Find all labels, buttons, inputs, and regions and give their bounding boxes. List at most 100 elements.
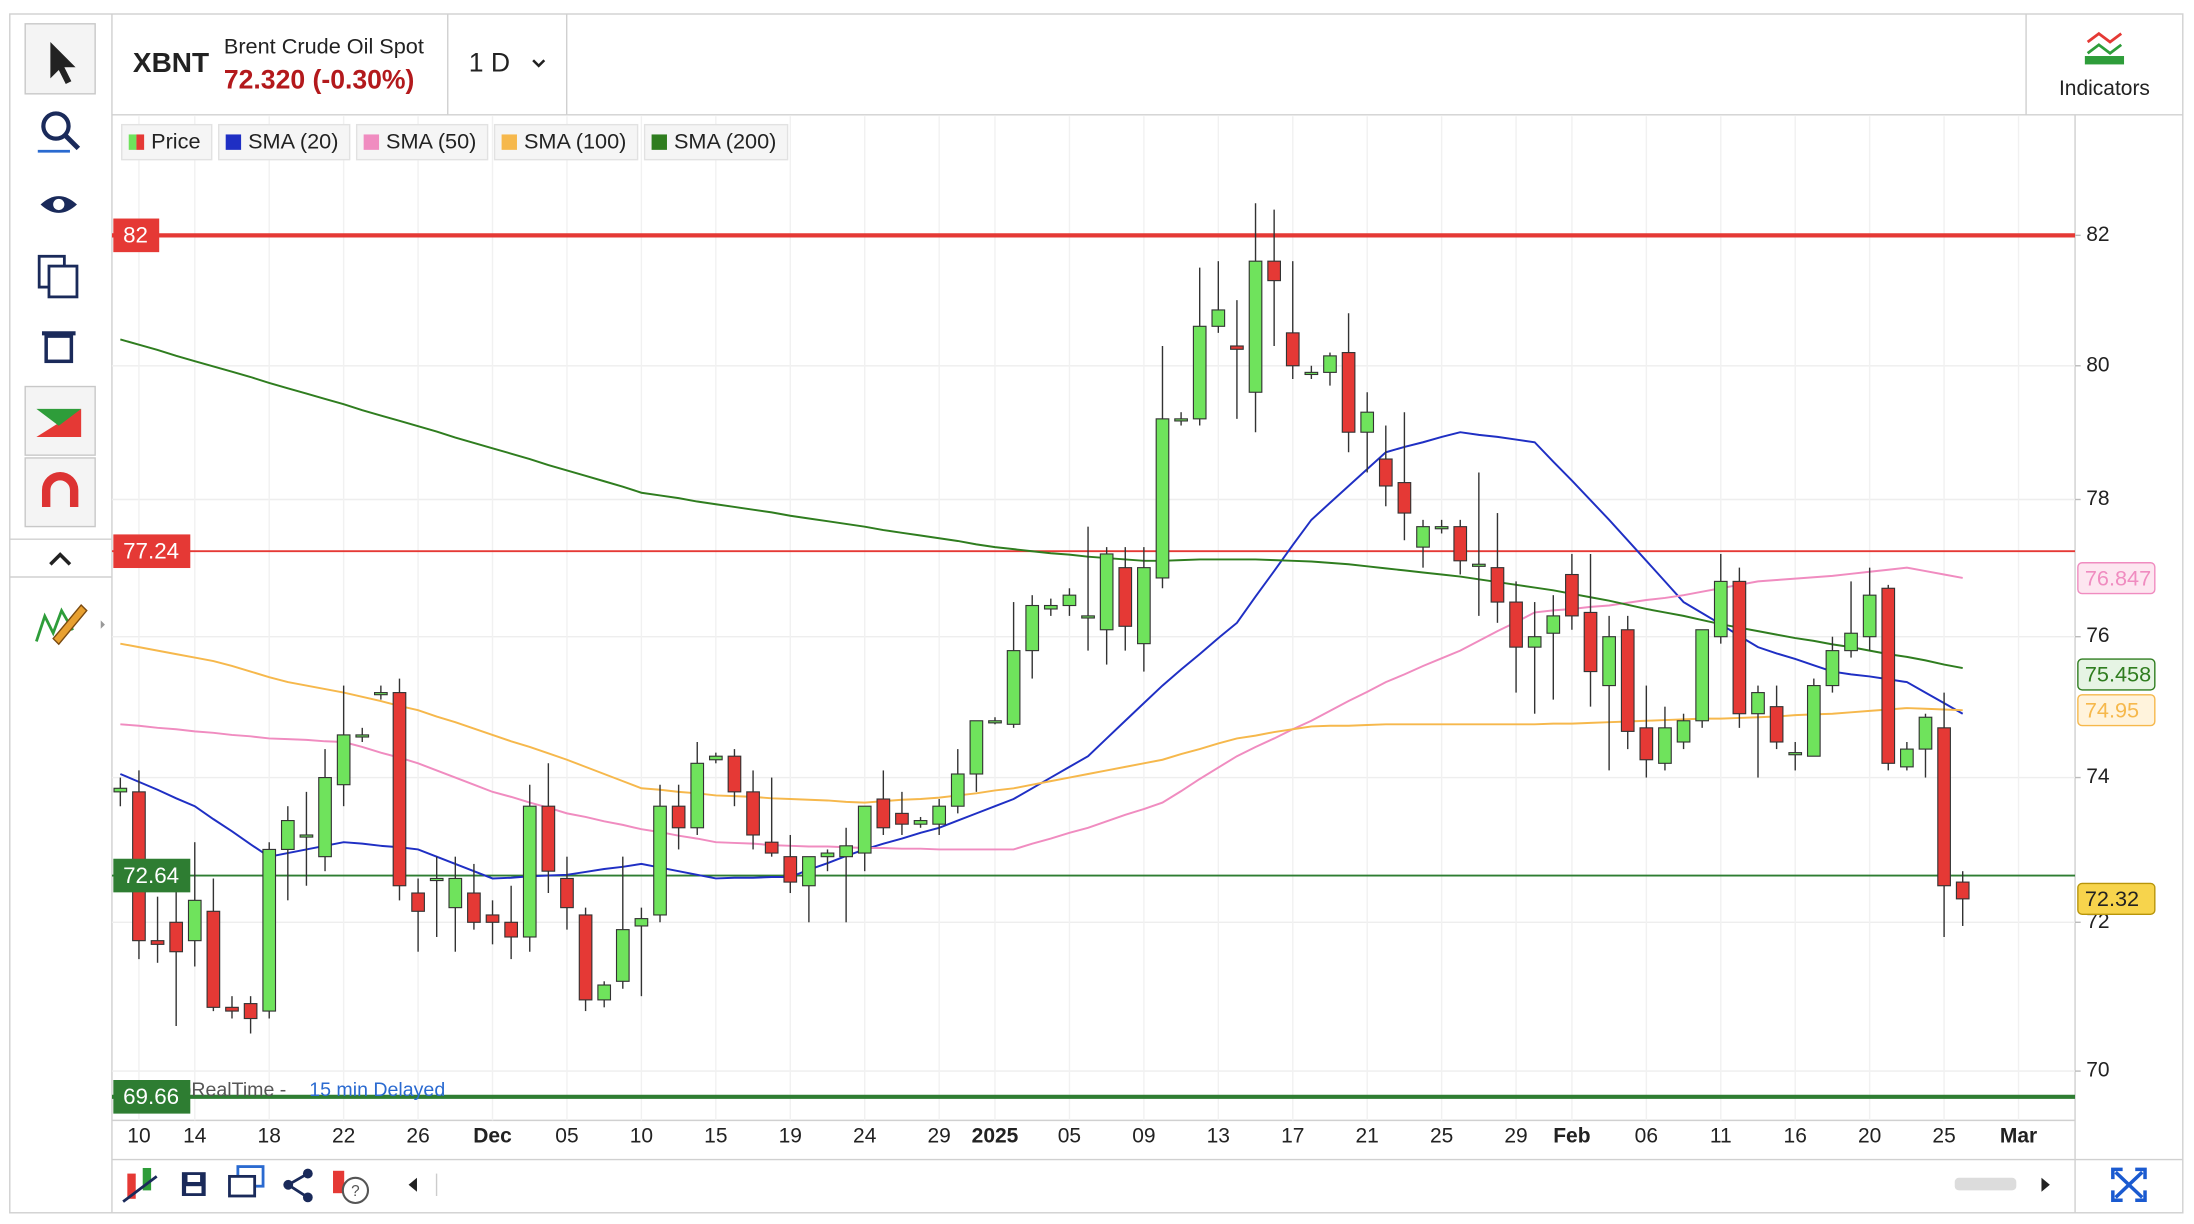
x-tick-label: 14 xyxy=(183,1125,207,1148)
legend-box xyxy=(643,123,789,161)
layout-button[interactable] xyxy=(228,1165,265,1198)
x-tick-label: 29 xyxy=(927,1125,950,1148)
x-tick-label: 15 xyxy=(704,1125,727,1148)
candle-body xyxy=(1713,580,1728,638)
candle-body xyxy=(1639,727,1654,761)
svg-text:?: ? xyxy=(351,1183,360,1200)
collapse-button[interactable] xyxy=(49,552,72,566)
value-badge: 74.95 xyxy=(2077,694,2156,727)
plot-area xyxy=(111,203,2076,1099)
candle-body xyxy=(1341,352,1356,433)
magnet-tool[interactable] xyxy=(24,457,96,528)
candle-body xyxy=(560,877,574,909)
instrument-name: Brent Crude Oil Spot xyxy=(224,33,424,58)
delete-tool[interactable] xyxy=(41,331,76,364)
candle-body xyxy=(318,777,332,858)
candle-body xyxy=(1267,260,1281,282)
quote: 72.320 (-0.30%) xyxy=(224,64,415,94)
legend-item[interactable]: SMA (50) xyxy=(355,123,489,161)
candle-body xyxy=(1453,526,1468,562)
candle-body xyxy=(783,856,798,883)
save-button[interactable] xyxy=(181,1172,206,1196)
legend-item[interactable]: SMA (20) xyxy=(218,123,351,161)
interval[interactable]: 1 D xyxy=(469,47,510,77)
alerts-button[interactable]: ? xyxy=(333,1170,370,1205)
candle-body xyxy=(1620,629,1635,732)
candle-body xyxy=(1695,629,1710,722)
x-tick-label: 18 xyxy=(258,1125,281,1148)
x-tick-label: 19 xyxy=(779,1125,802,1148)
y-tick-label: 70 xyxy=(2086,1059,2109,1082)
legend-swatch xyxy=(651,134,667,150)
candle-body xyxy=(671,805,686,829)
visibility-tool[interactable] xyxy=(40,196,77,213)
pointer-icon xyxy=(50,42,76,85)
candle-body xyxy=(1806,685,1821,757)
candle-body xyxy=(1137,567,1151,645)
axes: 70 72 74 76 78 80 82 10 14 18 22 26 Dec 05 10 15 19 24 29 2… xyxy=(127,223,2156,1148)
legend: Price SMA (20) SMA (50) SMA (100) SMA (200) xyxy=(121,123,789,161)
x-tick-label: 2025 xyxy=(972,1125,1019,1148)
indicators-icon[interactable] xyxy=(2084,31,2125,65)
candle-body xyxy=(1081,615,1095,619)
scroll-left[interactable] xyxy=(408,1177,417,1192)
y-tick-label: 74 xyxy=(2086,765,2110,788)
legend-label: SMA (200) xyxy=(674,129,776,154)
x-tick-label: 17 xyxy=(1281,1125,1304,1148)
x-tick-label: 26 xyxy=(406,1125,429,1148)
candle-body xyxy=(1900,748,1914,768)
value-badge-label: 76.847 xyxy=(2085,565,2151,590)
legend-item[interactable]: SMA (200) xyxy=(643,123,789,161)
chart-type-button[interactable] xyxy=(122,1167,158,1203)
level-badge: 72.64 xyxy=(113,858,191,893)
candle-body xyxy=(969,720,984,775)
candle-body xyxy=(262,848,277,1012)
candle-body xyxy=(932,805,947,825)
candle-body xyxy=(1062,594,1077,607)
candle-body xyxy=(467,892,481,923)
legend-item[interactable]: Price xyxy=(121,123,213,161)
x-tick-label: 24 xyxy=(853,1125,877,1148)
candle-body xyxy=(1937,727,1951,887)
share-button[interactable] xyxy=(283,1168,313,1203)
candle-body xyxy=(1546,615,1561,634)
candle-body xyxy=(1565,573,1579,617)
interval-dropdown[interactable] xyxy=(532,59,546,68)
draw-tools-menu[interactable] xyxy=(35,603,105,646)
zoom-tool[interactable] xyxy=(37,111,81,153)
candle-body xyxy=(1602,636,1616,687)
candle-body xyxy=(578,914,593,1001)
candle-body xyxy=(1825,650,1840,687)
candle-body xyxy=(1918,716,1933,750)
scrollbar[interactable] xyxy=(1954,1177,2017,1191)
candle-body xyxy=(522,805,537,938)
candle-body xyxy=(950,773,965,807)
x-tick-label: 20 xyxy=(1858,1125,1881,1148)
level-badge-box xyxy=(113,1080,191,1114)
candle-body xyxy=(1155,418,1170,579)
fullscreen-button[interactable] xyxy=(2111,1167,2147,1202)
magnet-icon xyxy=(41,472,79,507)
x-tick-label: 05 xyxy=(555,1125,578,1148)
candle-body xyxy=(764,841,779,854)
legend-swatch xyxy=(363,134,380,150)
candle-body xyxy=(429,877,444,882)
overlay: ProRealTime - 15 min Delayed 82 77.24 72.6… xyxy=(113,218,445,1114)
candle-body xyxy=(1732,580,1747,715)
legend-swatch xyxy=(128,134,137,150)
x-tick-label: 06 xyxy=(1635,1125,1658,1148)
legend-item[interactable]: SMA (100) xyxy=(493,123,639,161)
scroll-right[interactable] xyxy=(2041,1177,2050,1192)
level-badge-box xyxy=(113,218,160,253)
legend-label: Price xyxy=(151,129,200,154)
candle-body xyxy=(504,921,518,938)
candle-body xyxy=(1099,553,1114,631)
candle-body xyxy=(634,918,649,927)
candle-body xyxy=(1323,355,1337,373)
candle-body xyxy=(1676,720,1691,743)
y-tick-label: 78 xyxy=(2086,487,2109,510)
copy-tool[interactable] xyxy=(37,254,79,299)
candle-body xyxy=(690,762,705,829)
candle-body xyxy=(1378,458,1393,487)
indicators-button[interactable]: Indicators xyxy=(2059,77,2150,100)
